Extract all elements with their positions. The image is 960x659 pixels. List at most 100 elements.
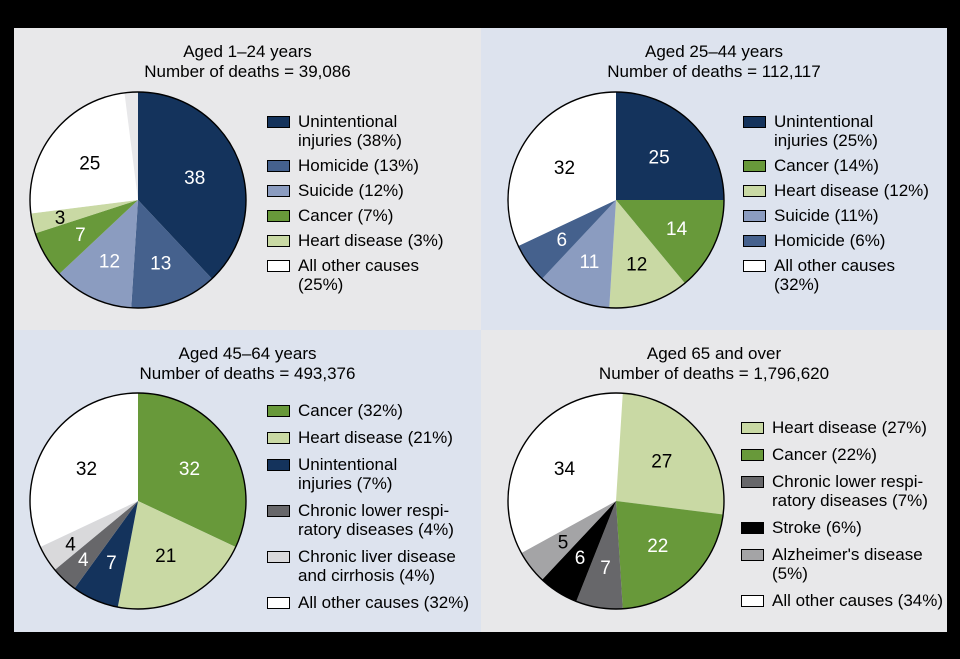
- legend-item-suicide: Suicide (11%): [743, 206, 953, 225]
- legend-item-unintentional-injuries: Unintentional injuries (25%): [743, 112, 953, 150]
- pie-legend: Cancer (32%) Heart disease (21%) Unintenti…: [267, 401, 477, 612]
- pie-value-label-all-other-causes: 32: [76, 459, 97, 480]
- pie-value-label-heart-disease: 21: [155, 546, 176, 567]
- pie-slice-heart-disease: [616, 393, 725, 515]
- legend-item-heart-disease: Heart disease (21%): [267, 428, 477, 447]
- pie-slice-unintentional-injuries: [138, 92, 247, 279]
- legend-label: Cancer (32%): [298, 401, 403, 420]
- pie-value-label-all-other-causes: 25: [79, 153, 100, 174]
- legend-label: Suicide (11%): [774, 206, 879, 225]
- legend-item-heart-disease: Heart disease (12%): [743, 181, 953, 200]
- legend-swatch-heart-disease: [267, 235, 290, 247]
- pie-slice-cancer: [616, 501, 724, 609]
- legend-swatch-suicide: [743, 210, 766, 222]
- legend-swatch-all-other-causes: [267, 597, 290, 609]
- pie-outline: [507, 392, 725, 610]
- chart-subtitle: Number of deaths = 112,117: [607, 62, 821, 81]
- pie-value-label-unintentional-injuries: 7: [106, 553, 117, 574]
- pie-value-label-alzheimer-s-disease: 5: [558, 533, 569, 554]
- pie-chart: 27 22 765 34: [507, 392, 725, 610]
- pie-value-label-heart-disease: 27: [651, 451, 672, 472]
- legend-item-all-other-causes: All other causes (25%): [267, 256, 477, 294]
- legend-swatch-all-other-causes: [267, 260, 290, 272]
- pie-legend: Unintentional injuries (38%) Homicide (13…: [267, 112, 477, 294]
- pie-value-label-chronic-lower-respiratory-diseases: 4: [78, 550, 89, 571]
- pie-slice-alzheimer-s-disease: [521, 501, 616, 580]
- pie-slice-homicide: [518, 200, 616, 279]
- legend-item-stroke: Stroke (6%): [741, 518, 951, 537]
- pie-value-label-cancer: 14: [666, 219, 688, 240]
- legend-item-chronic-lower-respiratory-diseases: Chronic lower respi- ratory diseases (7%…: [741, 472, 951, 510]
- pie-value-label-chronic-liver-disease-and-cirrhosis: 4: [65, 534, 76, 555]
- legend-item-cancer: Cancer (22%): [741, 445, 951, 464]
- chart-title: Aged 45–64 years: [178, 344, 317, 363]
- legend-swatch-all-other-causes: [743, 260, 766, 272]
- legend-label: Stroke (6%): [772, 518, 862, 537]
- chart-title-block: Aged 1–24 years Number of deaths = 39,08…: [14, 42, 481, 82]
- legend-item-homicide: Homicide (6%): [743, 231, 953, 250]
- legend-item-heart-disease: Heart disease (3%): [267, 231, 477, 250]
- pie-legend: Unintentional injuries (25%) Cancer (14%)…: [743, 112, 953, 294]
- legend-label: Homicide (13%): [298, 156, 419, 175]
- legend-label: Heart disease (27%): [772, 418, 927, 437]
- legend-label: Unintentional injuries (7%): [298, 455, 398, 493]
- legend-label: Suicide (12%): [298, 181, 404, 200]
- legend-label: All other causes (25%): [298, 256, 419, 294]
- pie-value-label-unintentional-injuries: 25: [649, 148, 670, 169]
- pie-slice-unintentional-injuries: [74, 501, 138, 608]
- pie-value-label-heart-disease: 3: [55, 208, 66, 229]
- legend-swatch-chronic-liver-disease-and-cirrhosis: [267, 551, 290, 563]
- legend-item-cancer: Cancer (7%): [267, 206, 477, 225]
- legend-label: Cancer (14%): [774, 156, 879, 175]
- legend-swatch-alzheimer-s-disease: [741, 549, 764, 561]
- pie-value-label-cancer: 22: [647, 536, 668, 557]
- legend-item-chronic-liver-disease-and-cirrhosis: Chronic liver disease and cirrhosis (4%): [267, 547, 477, 585]
- panel-aged-1-24: Aged 1–24 years Number of deaths = 39,08…: [14, 28, 481, 330]
- legend-label: All other causes (32%): [774, 256, 895, 294]
- legend-swatch-cancer: [267, 405, 290, 417]
- pie-value-label-homicide: 6: [557, 230, 568, 251]
- pie-outline: [29, 91, 247, 309]
- legend-swatch-unintentional-injuries: [743, 116, 766, 128]
- chart-subtitle: Number of deaths = 1,796,620: [598, 364, 830, 383]
- legend-swatch-suicide: [267, 185, 290, 197]
- legend-swatch-chronic-lower-respiratory-diseases: [741, 476, 764, 488]
- pie-legend: Heart disease (27%) Cancer (22%) Chronic l…: [741, 418, 951, 610]
- pie-slice-all-other-causes: [30, 393, 138, 547]
- legend-label: Heart disease (21%): [298, 428, 453, 447]
- pie-outline: [29, 392, 247, 610]
- legend-label: All other causes (34%): [772, 591, 944, 610]
- pie-value-label-cancer: 7: [75, 225, 86, 246]
- legend-swatch-unintentional-injuries: [267, 116, 290, 128]
- legend-label: Chronic lower respi- ratory diseases (7%…: [772, 472, 928, 510]
- chart-title: Aged 25–44 years: [645, 42, 783, 61]
- pie-chart: 38 13 12 73 25: [29, 91, 247, 309]
- legend-label: Homicide (6%): [774, 231, 886, 250]
- pie-slice-all-other-causes: [507, 392, 623, 554]
- pie-outline: [507, 91, 725, 309]
- legend-swatch-chronic-lower-respiratory-diseases: [267, 505, 290, 517]
- panel-aged-45-64: Aged 45–64 years Number of deaths = 493,…: [14, 330, 481, 632]
- legend-label: Cancer (7%): [298, 206, 394, 225]
- legend-label: Cancer (22%): [772, 445, 877, 464]
- legend-item-all-other-causes: All other causes (32%): [267, 593, 477, 612]
- legend-item-chronic-lower-respiratory-diseases: Chronic lower respi- ratory diseases (4%…: [267, 501, 477, 539]
- legend-label: Heart disease (3%): [298, 231, 444, 250]
- legend-swatch-homicide: [267, 160, 290, 172]
- pie-slice-heart-disease: [117, 501, 236, 610]
- pie-slice-suicide: [59, 200, 138, 308]
- pie-value-label-all-other-causes: 34: [554, 459, 576, 480]
- legend-swatch-homicide: [743, 235, 766, 247]
- chart-title: Aged 65 and over: [646, 344, 782, 363]
- legend-item-heart-disease: Heart disease (27%): [741, 418, 951, 437]
- pie-slice-cancer: [35, 200, 138, 274]
- legend-item-alzheimer-s-disease: Alzheimer's disease (5%): [741, 545, 951, 583]
- chart-title-block: Aged 25–44 years Number of deaths = 112,…: [481, 42, 947, 82]
- legend-swatch-heart-disease: [743, 185, 766, 197]
- legend-swatch-heart-disease: [741, 422, 764, 434]
- pie-slice-all-other-causes: [29, 92, 138, 214]
- chart-subtitle: Number of deaths = 493,376: [139, 364, 356, 383]
- legend-label: Heart disease (12%): [774, 181, 929, 200]
